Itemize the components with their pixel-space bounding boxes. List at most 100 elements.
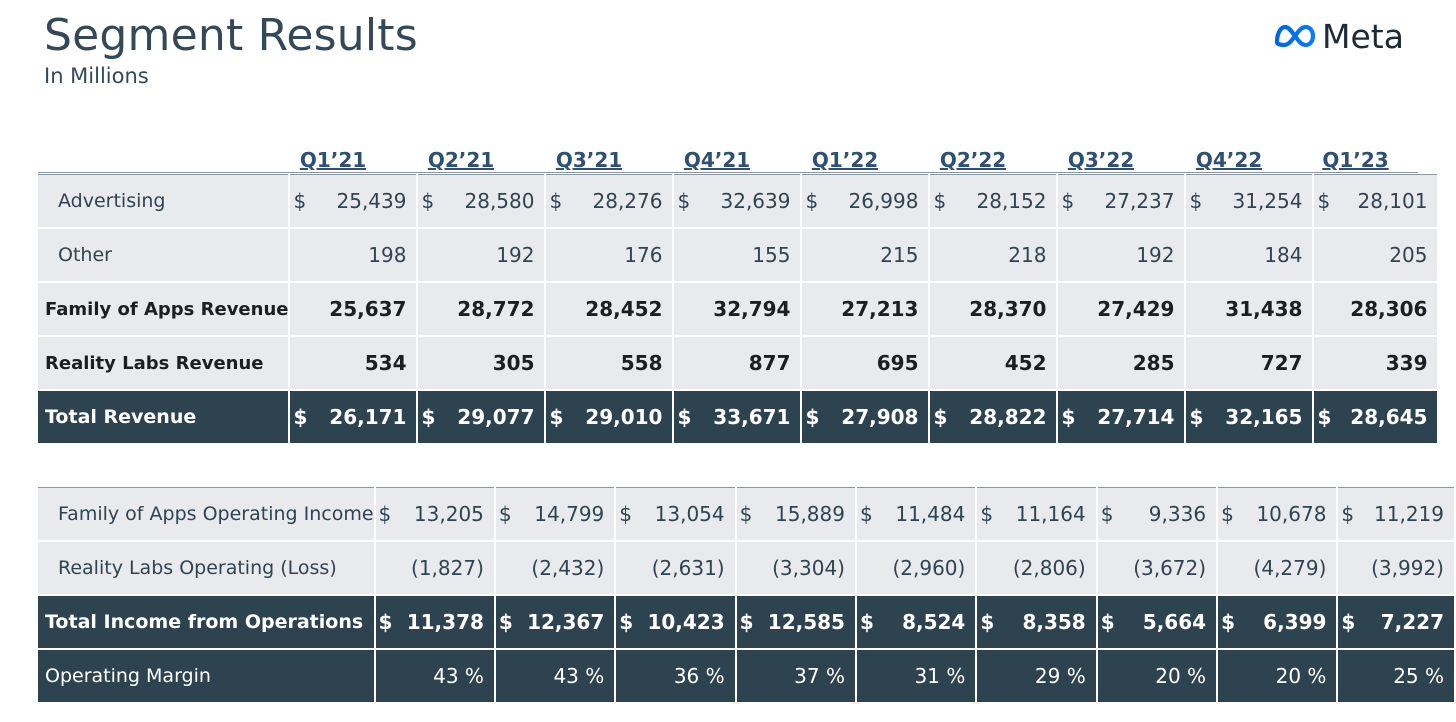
table-row: Reality Labs Operating (Loss) (1,827) (2,4…: [38, 541, 1456, 596]
table-row: Family of Apps Operating Income $13,205 $1…: [38, 487, 1456, 542]
value-number: 14,799: [534, 502, 605, 526]
value-cell: 218: [929, 228, 1059, 283]
value-number: 13,054: [654, 502, 725, 526]
currency-symbol: $: [805, 405, 820, 429]
value-number: 29,010: [585, 405, 663, 429]
value-number: 29,077: [457, 405, 535, 429]
value-cell: 727: [1185, 336, 1315, 391]
currency-symbol: $: [421, 189, 435, 213]
currency-symbol: $: [933, 189, 947, 213]
value-cell: 215: [801, 228, 931, 283]
value-cell: (3,672): [1096, 541, 1219, 596]
currency-symbol: $: [1189, 405, 1204, 429]
value-cell: $28,101: [1313, 174, 1440, 229]
currency-symbol: $: [293, 405, 308, 429]
value-cell: 452: [929, 336, 1059, 391]
value-number: 29 %: [1034, 664, 1086, 688]
value-cell: $26,998: [801, 174, 931, 229]
value-cell: 205: [1313, 228, 1440, 283]
value-cell: 339: [1313, 336, 1440, 391]
value-cell: (2,806): [976, 541, 1098, 596]
row-label: Family of Apps Revenue: [38, 282, 291, 337]
value-number: 13,205: [413, 502, 484, 526]
value-number: 15,889: [775, 502, 845, 526]
row-label: Advertising: [38, 174, 291, 229]
value-number: 27,213: [841, 297, 919, 321]
value-number: 36 %: [673, 664, 725, 688]
meta-infinity-icon: [1274, 24, 1316, 48]
income-table: Family of Apps Operating Income $13,205 $1…: [38, 487, 1456, 704]
value-number: 27,908: [841, 405, 919, 429]
value-cell: $27,908: [801, 390, 931, 445]
value-cell: 27,213: [801, 282, 931, 337]
value-cell: 695: [801, 336, 931, 391]
value-cell: $29,077: [417, 390, 547, 445]
meta-logo: Meta: [1272, 16, 1404, 56]
value-number: (4,279): [1253, 556, 1327, 580]
value-cell: $28,580: [417, 174, 547, 229]
value-cell: 305: [417, 336, 547, 391]
table-row: Family of Apps Revenue 25,637 28,772 28,452…: [38, 282, 1440, 337]
value-number: (2,631): [651, 556, 725, 580]
value-cell: $32,165: [1185, 390, 1315, 445]
value-cell: 285: [1057, 336, 1187, 391]
currency-symbol: $: [677, 405, 692, 429]
value-number: 12,585: [767, 610, 845, 634]
currency-symbol: $: [549, 405, 564, 429]
value-cell: 29 %: [976, 649, 1098, 704]
value-cell: $12,585: [735, 595, 857, 650]
value-cell: $7,227: [1337, 595, 1456, 650]
value-cell: 31 %: [855, 649, 978, 704]
value-cell: 192: [1057, 228, 1187, 283]
table-row: Advertising $25,439 $28,580 $28,276 $32,639 $…: [38, 174, 1440, 229]
value-cell: $13,054: [615, 487, 737, 542]
value-cell: $12,367: [494, 595, 617, 650]
value-number: 5,664: [1142, 610, 1207, 634]
quarter-header: Q1’21 Q2’21 Q3’21 Q4’21 Q1’22 Q2’22 Q3’22 Q4’22…: [38, 130, 1418, 173]
header-label-cell: [38, 130, 269, 173]
value-number: 26,171: [329, 405, 407, 429]
value-cell: $8,358: [976, 595, 1098, 650]
value-cell: $11,484: [855, 487, 978, 542]
revenue-table: Advertising $25,439 $28,580 $28,276 $32,639 $…: [38, 174, 1440, 445]
value-cell: $5,664: [1096, 595, 1219, 650]
page-subtitle: In Millions: [44, 64, 149, 88]
value-number: 20 %: [1155, 664, 1207, 688]
value-number: 339: [1385, 351, 1428, 375]
value-number: 192: [1136, 243, 1175, 267]
value-cell: $6,399: [1217, 595, 1339, 650]
value-number: (3,672): [1133, 556, 1207, 580]
value-number: 27,237: [1104, 189, 1175, 213]
value-number: 28,580: [464, 189, 535, 213]
value-cell: 20 %: [1217, 649, 1339, 704]
table-row: Total Revenue $26,171 $29,077 $29,010 $33,67…: [38, 390, 1440, 445]
quarter-header-5: Q2’22: [909, 130, 1037, 173]
value-number: 28,152: [976, 189, 1047, 213]
value-number: 31 %: [914, 664, 966, 688]
value-cell: $11,164: [976, 487, 1098, 542]
value-number: 37 %: [794, 664, 845, 688]
value-number: 215: [880, 243, 919, 267]
currency-symbol: $: [1341, 610, 1356, 634]
value-cell: $14,799: [494, 487, 617, 542]
value-cell: $27,237: [1057, 174, 1187, 229]
value-number: 558: [620, 351, 663, 375]
value-cell: $28,822: [929, 390, 1059, 445]
value-cell: $9,336: [1096, 487, 1219, 542]
value-cell: $8,524: [855, 595, 978, 650]
quarter-header-7: Q4’22: [1165, 130, 1293, 173]
value-cell: $28,276: [545, 174, 675, 229]
value-number: 43 %: [553, 664, 605, 688]
currency-symbol: $: [293, 189, 307, 213]
value-number: 8,524: [902, 610, 966, 634]
value-cell: 37 %: [735, 649, 857, 704]
quarter-header-1: Q2’21: [397, 130, 525, 173]
value-cell: 28,370: [929, 282, 1059, 337]
value-cell: 558: [545, 336, 675, 391]
value-number: 31,438: [1225, 297, 1303, 321]
value-cell: 198: [289, 228, 419, 283]
value-cell: $29,010: [545, 390, 675, 445]
value-number: 32,639: [720, 189, 791, 213]
value-cell: 32,794: [673, 282, 803, 337]
value-number: 27,714: [1097, 405, 1175, 429]
